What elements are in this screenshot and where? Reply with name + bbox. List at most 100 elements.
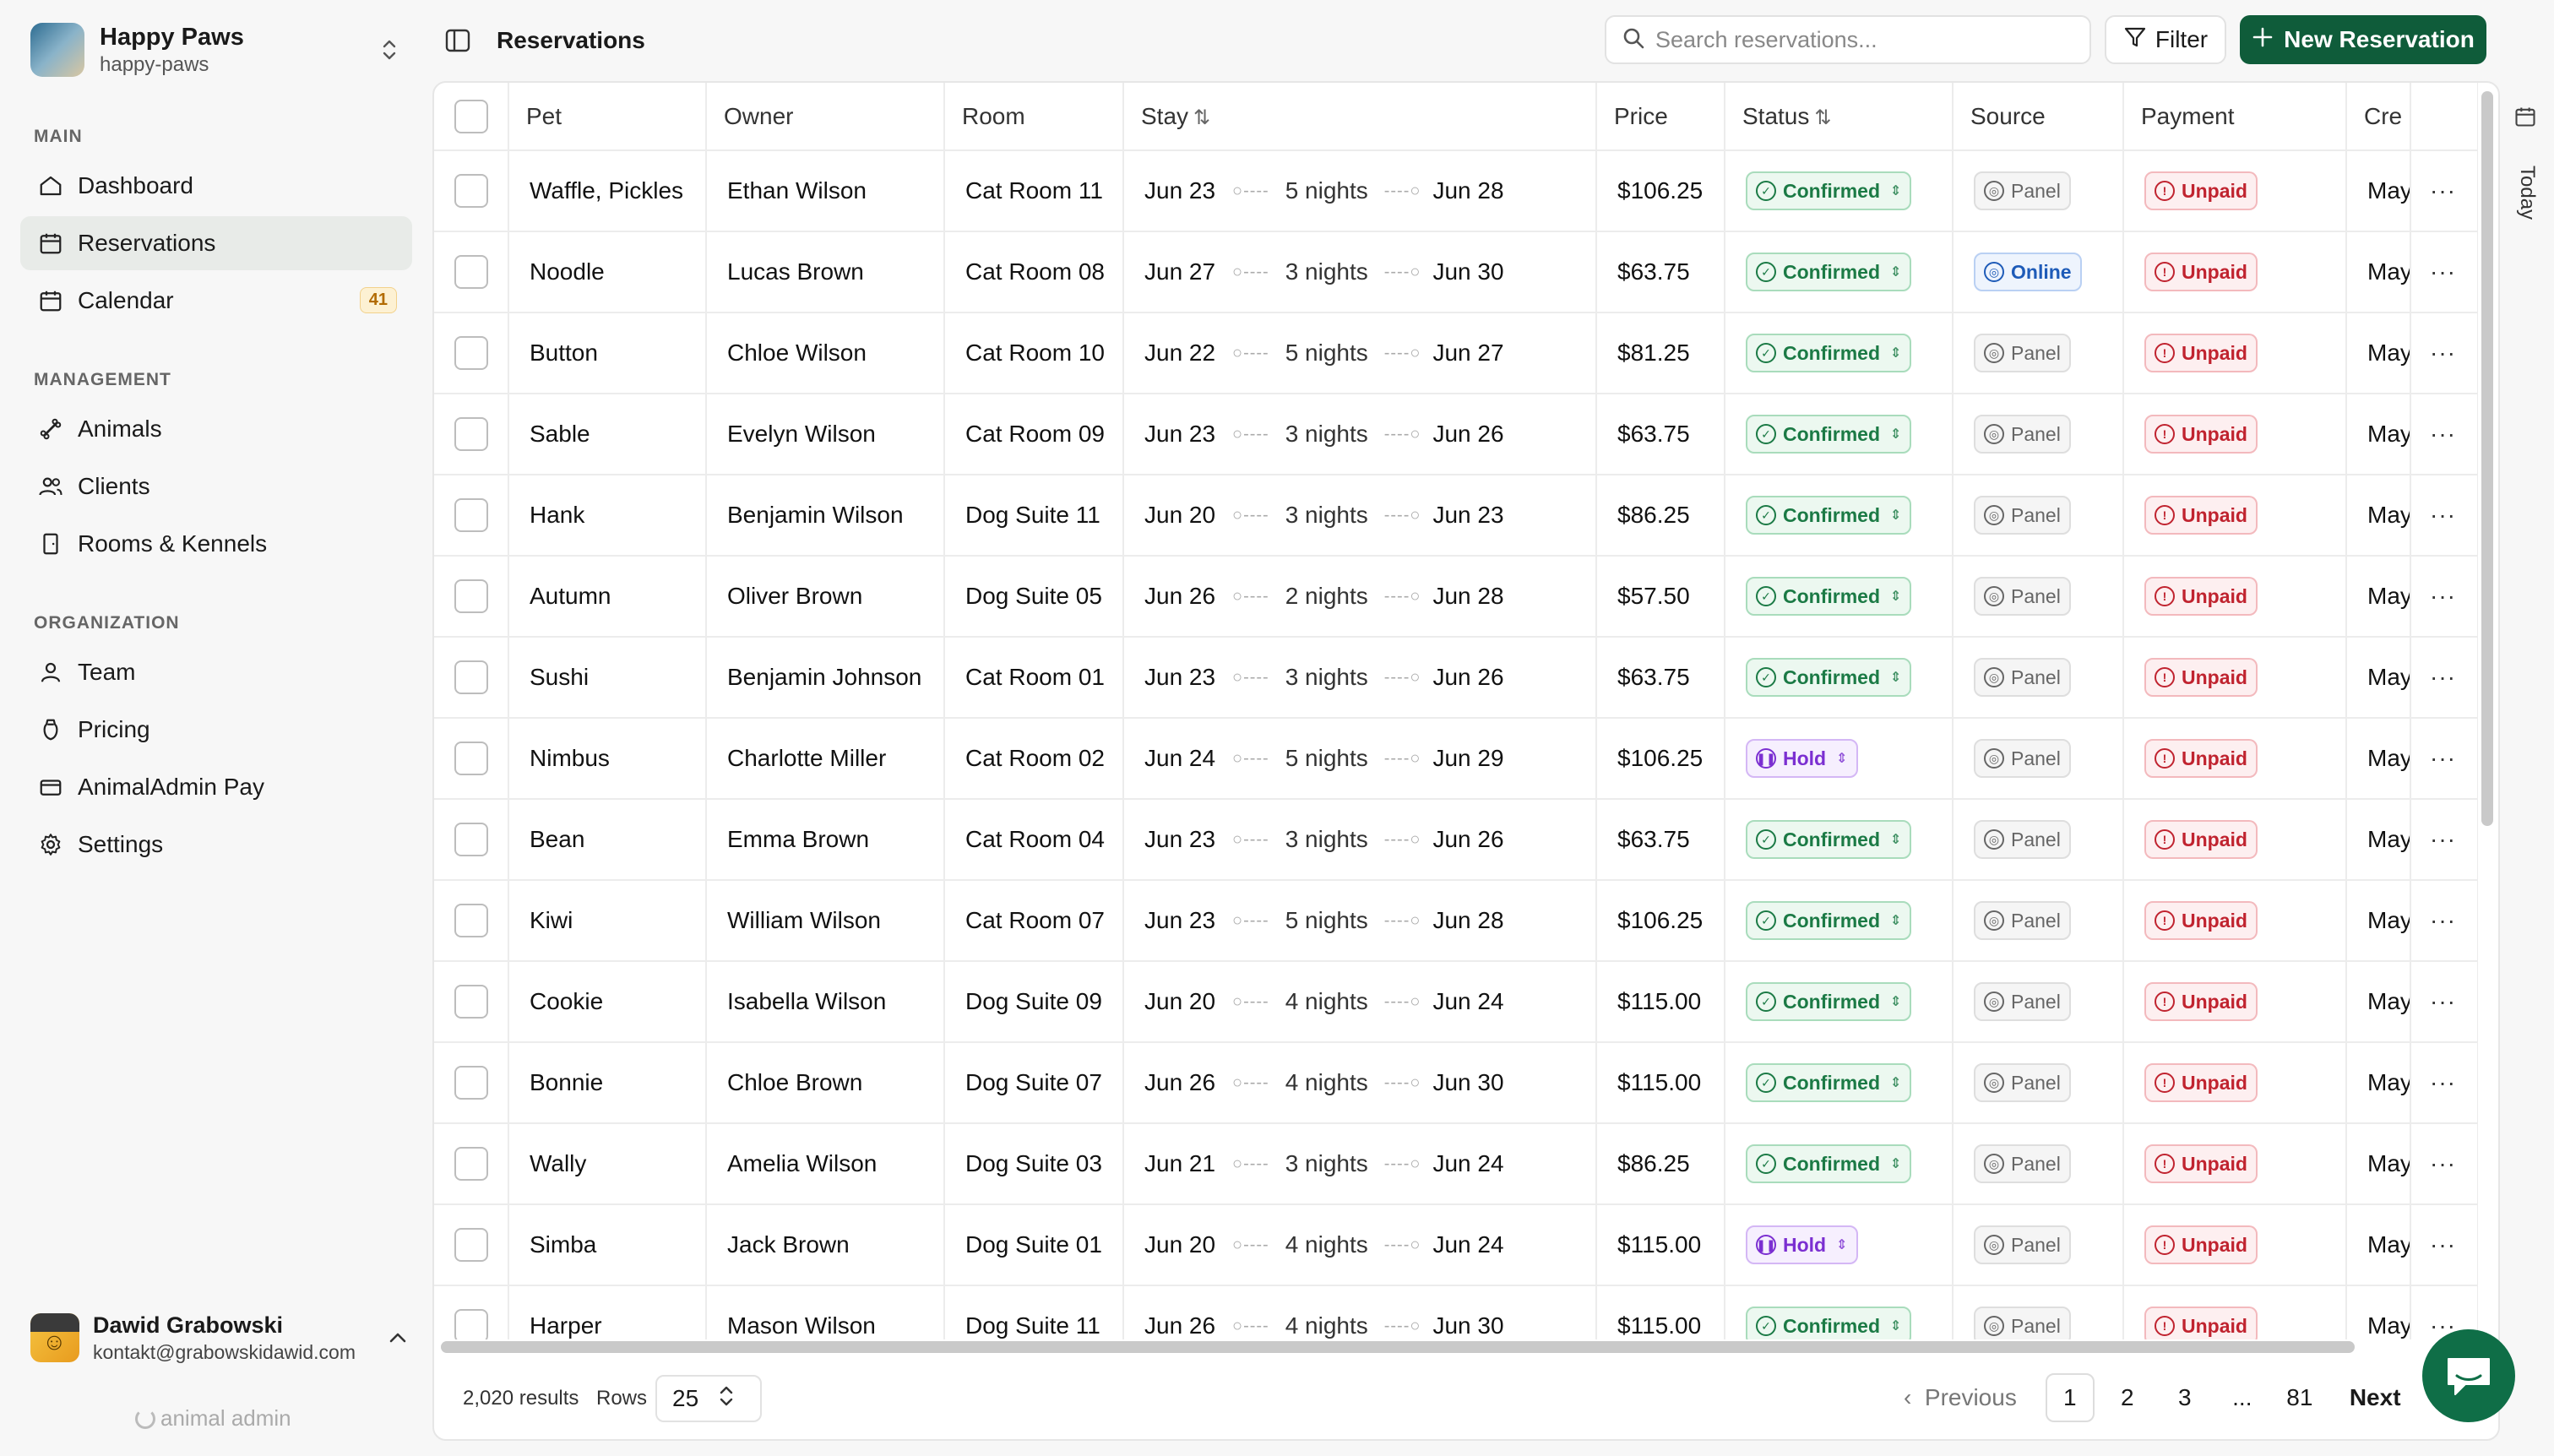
new-reservation-button[interactable]: New Reservation — [2240, 15, 2486, 64]
rows-per-page-select[interactable]: 25 — [655, 1375, 762, 1422]
table-row[interactable]: Wally Amelia Wilson Dog Suite 03 Jun 21 ○---… — [434, 1123, 2478, 1205]
sidebar-item-animals[interactable]: Animals — [20, 402, 412, 456]
status-badge[interactable]: ✓ Confirmed ⇕ — [1746, 1307, 1912, 1339]
sidebar-item-pricing[interactable]: Pricing — [20, 703, 412, 757]
select-all-checkbox[interactable] — [454, 99, 488, 133]
more-options-icon[interactable]: ··· — [2430, 664, 2456, 690]
sort-icon[interactable]: ⇅ — [1814, 106, 1832, 129]
row-checkbox[interactable] — [454, 1066, 488, 1100]
search-input[interactable] — [1655, 26, 2061, 53]
column-header-payment[interactable]: Payment — [2123, 83, 2347, 151]
more-options-icon[interactable]: ··· — [2430, 826, 2456, 852]
filter-button[interactable]: Filter — [2105, 15, 2226, 64]
table-row[interactable]: Simba Jack Brown Dog Suite 01 Jun 20 ○---- 4 … — [434, 1204, 2478, 1286]
previous-page-button[interactable]: ‹ Previous — [1904, 1384, 2017, 1410]
table-row[interactable]: Hank Benjamin Wilson Dog Suite 11 Jun 20 ○--… — [434, 475, 2478, 557]
column-header-room[interactable]: Room — [944, 83, 1124, 151]
org-switcher[interactable]: Happy Paws happy-paws — [30, 22, 402, 78]
table-row[interactable]: Button Chloe Wilson Cat Room 10 Jun 22 ○----… — [434, 312, 2478, 394]
more-options-icon[interactable]: ··· — [2430, 177, 2456, 204]
status-badge[interactable]: ✓ Confirmed ⇕ — [1746, 1063, 1912, 1102]
sidebar-item-clients[interactable]: Clients — [20, 459, 412, 513]
status-badge[interactable]: ✓ Confirmed ⇕ — [1746, 496, 1912, 535]
row-checkbox[interactable] — [454, 660, 488, 694]
row-checkbox[interactable] — [454, 1309, 488, 1339]
row-checkbox[interactable] — [454, 579, 488, 613]
row-checkbox[interactable] — [454, 174, 488, 208]
page-1-button[interactable]: 1 — [2045, 1373, 2095, 1422]
status-badge[interactable]: ✓ Confirmed ⇕ — [1746, 415, 1912, 454]
vertical-scrollbar[interactable] — [2481, 91, 2493, 826]
column-header-source[interactable]: Source — [1953, 83, 2124, 151]
calendar-icon[interactable] — [2513, 105, 2539, 130]
table-scroll-area[interactable]: Pet Owner Room Stay ⇅ Price Status ⇅ Sourc… — [434, 83, 2478, 1339]
table-row[interactable]: Waffle, Pickles Ethan Wilson Cat Room 11 Ju… — [434, 150, 2478, 232]
page-81-button[interactable]: 81 — [2286, 1384, 2313, 1410]
sidebar-item-pay[interactable]: AnimalAdmin Pay — [20, 760, 412, 814]
more-options-icon[interactable]: ··· — [2430, 745, 2456, 771]
status-badge[interactable]: ✓ Confirmed ⇕ — [1746, 253, 1912, 291]
row-checkbox[interactable] — [454, 1147, 488, 1181]
status-badge[interactable]: ❚❚ Hold ⇕ — [1746, 1225, 1858, 1264]
more-options-icon[interactable]: ··· — [2430, 1231, 2456, 1258]
status-badge[interactable]: ✓ Confirmed ⇕ — [1746, 901, 1912, 940]
search-box[interactable] — [1605, 15, 2091, 64]
more-options-icon[interactable]: ··· — [2430, 1150, 2456, 1176]
status-badge[interactable]: ✓ Confirmed ⇕ — [1746, 171, 1912, 210]
more-options-icon[interactable]: ··· — [2430, 421, 2456, 447]
sidebar-item-team[interactable]: Team — [20, 645, 412, 699]
more-options-icon[interactable]: ··· — [2430, 583, 2456, 609]
page-2-button[interactable]: 2 — [2121, 1384, 2134, 1410]
status-badge[interactable]: ✓ Confirmed ⇕ — [1746, 1144, 1912, 1183]
column-header-created[interactable]: Cre — [2346, 83, 2411, 151]
column-header-pet[interactable]: Pet — [508, 83, 707, 151]
table-row[interactable]: Bean Emma Brown Cat Room 04 Jun 23 ○---- 3 ni… — [434, 799, 2478, 881]
row-checkbox[interactable] — [454, 985, 488, 1019]
user-menu[interactable]: Dawid Grabowski kontakt@grabowskidawid.c… — [30, 1307, 407, 1368]
row-checkbox[interactable] — [454, 904, 488, 937]
row-checkbox[interactable] — [454, 823, 488, 856]
chevron-up-down-icon[interactable] — [377, 33, 402, 67]
more-options-icon[interactable]: ··· — [2430, 907, 2456, 933]
table-row[interactable]: Cookie Isabella Wilson Dog Suite 09 Jun 20 ○… — [434, 961, 2478, 1043]
row-checkbox[interactable] — [454, 498, 488, 532]
horizontal-scrollbar[interactable] — [441, 1341, 2355, 1353]
table-row[interactable]: Bonnie Chloe Brown Dog Suite 07 Jun 26 ○----… — [434, 1042, 2478, 1124]
sidebar-item-calendar[interactable]: Calendar 41 — [20, 274, 412, 328]
column-header-owner[interactable]: Owner — [706, 83, 945, 151]
table-row[interactable]: Sushi Benjamin Johnson Cat Room 01 Jun 23 ○-… — [434, 637, 2478, 719]
row-checkbox[interactable] — [454, 417, 488, 451]
table-row[interactable]: Nimbus Charlotte Miller Cat Room 02 Jun 24 ○… — [434, 718, 2478, 800]
sort-icon[interactable]: ⇅ — [1193, 106, 1211, 129]
row-checkbox[interactable] — [454, 1228, 488, 1262]
row-checkbox[interactable] — [454, 255, 488, 289]
sidebar-toggle-button[interactable] — [441, 25, 475, 56]
row-checkbox[interactable] — [454, 336, 488, 370]
table-row[interactable]: Autumn Oliver Brown Dog Suite 05 Jun 26 ○---… — [434, 556, 2478, 638]
status-badge[interactable]: ❚❚ Hold ⇕ — [1746, 739, 1858, 778]
status-badge[interactable]: ✓ Confirmed ⇕ — [1746, 982, 1912, 1021]
status-badge[interactable]: ✓ Confirmed ⇕ — [1746, 334, 1912, 372]
sidebar-item-settings[interactable]: Settings — [20, 818, 412, 872]
sidebar-item-dashboard[interactable]: Dashboard — [20, 159, 412, 213]
more-options-icon[interactable]: ··· — [2430, 988, 2456, 1014]
column-header-price[interactable]: Price — [1596, 83, 1725, 151]
column-header-stay[interactable]: Stay ⇅ — [1123, 83, 1597, 151]
status-badge[interactable]: ✓ Confirmed ⇕ — [1746, 658, 1912, 697]
more-options-icon[interactable]: ··· — [2430, 340, 2456, 366]
table-row[interactable]: Harper Mason Wilson Dog Suite 11 Jun 26 ○---… — [434, 1285, 2478, 1339]
sidebar-item-reservations[interactable]: Reservations — [20, 216, 412, 270]
sidebar-item-rooms[interactable]: Rooms & Kennels — [20, 517, 412, 571]
today-button[interactable]: Today — [2516, 166, 2539, 220]
chat-support-button[interactable] — [2422, 1329, 2515, 1422]
more-options-icon[interactable]: ··· — [2430, 1069, 2456, 1095]
table-row[interactable]: Noodle Lucas Brown Cat Room 08 Jun 27 ○---- 3… — [434, 231, 2478, 313]
table-row[interactable]: Kiwi William Wilson Cat Room 07 Jun 23 ○----… — [434, 880, 2478, 962]
next-page-button[interactable]: Next — [2349, 1384, 2401, 1410]
table-row[interactable]: Sable Evelyn Wilson Cat Room 09 Jun 23 ○----… — [434, 394, 2478, 475]
status-badge[interactable]: ✓ Confirmed ⇕ — [1746, 577, 1912, 616]
row-checkbox[interactable] — [454, 742, 488, 775]
more-options-icon[interactable]: ··· — [2430, 502, 2456, 528]
page-3-button[interactable]: 3 — [2178, 1384, 2192, 1410]
chevron-up-icon[interactable] — [389, 1327, 407, 1349]
